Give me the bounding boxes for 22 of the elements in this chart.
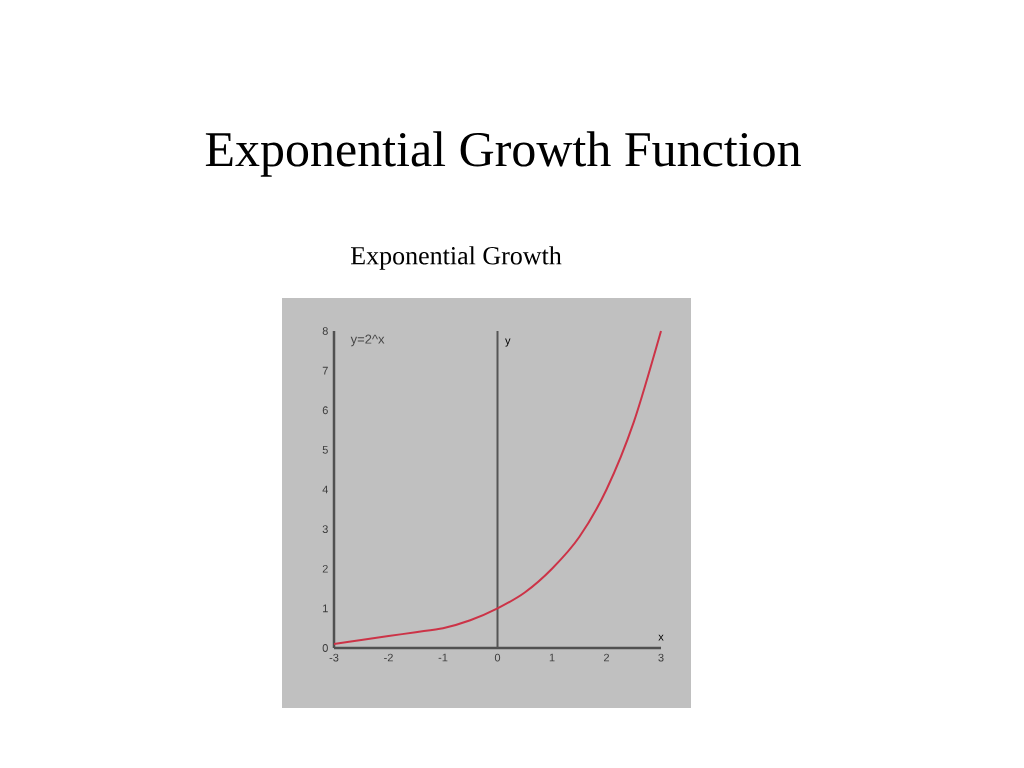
y-tick-label: 0 [322, 644, 328, 652]
y-tick-label: 6 [322, 406, 328, 415]
y-tick-label: 1 [323, 604, 328, 613]
line-series [333, 330, 663, 646]
y-tick-label: 3 [322, 525, 328, 534]
x-tick-label: 1 [549, 653, 555, 662]
x-tick-label: -2 [384, 653, 393, 662]
y-tick-label: 8 [322, 327, 328, 335]
y-axis-title: y [505, 338, 511, 347]
x-tick-label: 3 [658, 653, 664, 662]
y-tick-label: 7 [322, 366, 328, 375]
x-tick-label: -1 [438, 653, 448, 662]
chart-title: Exponential Growth Function [205, 131, 801, 177]
y-tick-label: 4 [322, 485, 329, 494]
annotation: y=2^x [350, 334, 385, 347]
y-tick-label: 5 [322, 446, 328, 454]
x-tick-label: 2 [604, 653, 610, 662]
y-tick-label: 2 [322, 564, 328, 573]
x-tick-label: -3 [329, 653, 339, 662]
x-tick-label: 0 [494, 653, 501, 662]
x-axis-title: x [658, 634, 664, 641]
chart-subtitle: Exponential Growth [350, 246, 562, 270]
